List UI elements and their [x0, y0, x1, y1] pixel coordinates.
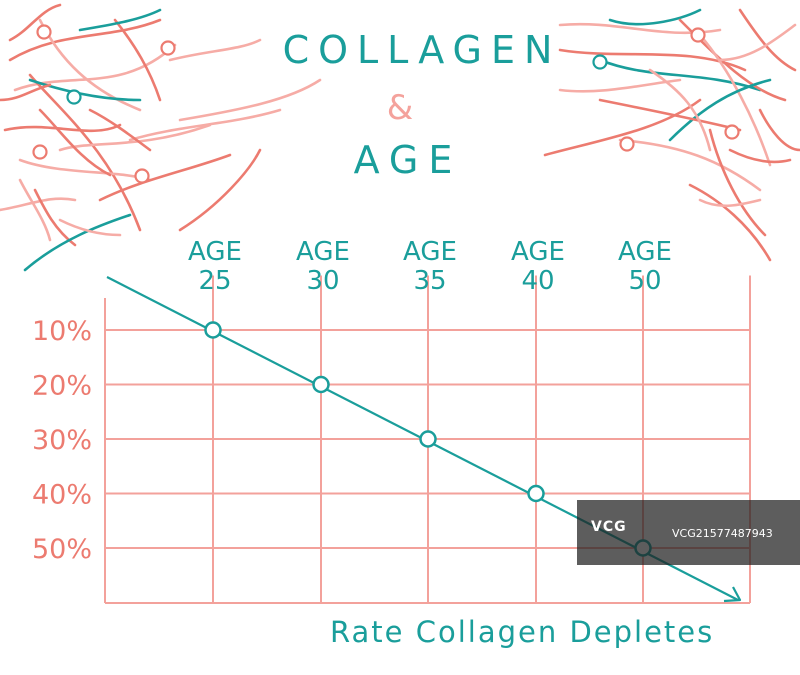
data-point [419, 430, 437, 448]
title-collagen: COLLAGEN [282, 28, 562, 72]
branch [8, 3, 62, 42]
branch-node [36, 24, 52, 40]
x-tick-label-top: AGE [188, 237, 242, 267]
branch [543, 98, 702, 157]
branch [608, 8, 702, 26]
watermark: VCG VCG21577487943 [577, 500, 800, 565]
branch [23, 213, 132, 272]
branch [88, 108, 152, 152]
data-point [527, 484, 545, 503]
watermark-logo: VCG [591, 519, 627, 535]
branch [178, 78, 322, 122]
branch [178, 148, 262, 232]
branch [13, 43, 177, 92]
branch [558, 78, 682, 93]
branch [0, 83, 52, 102]
branch [718, 23, 797, 62]
branch-node [619, 136, 635, 152]
branch [618, 138, 762, 192]
y-tick-label: 50% [32, 534, 92, 565]
x-tick-label-bottom: 35 [413, 266, 446, 296]
x-tick-label-top: AGE [296, 237, 350, 267]
branch [168, 38, 262, 62]
branch [113, 18, 162, 102]
branch-node [724, 124, 740, 140]
y-tick-label: 30% [32, 425, 92, 456]
x-tick-label-bottom: 25 [198, 266, 231, 296]
branch [668, 78, 772, 142]
branch [738, 8, 797, 72]
x-tick-label-bottom: 30 [306, 266, 339, 296]
branch [698, 33, 772, 167]
title-age: AGE [353, 138, 463, 182]
branch-node [134, 168, 150, 184]
y-tick-label: 40% [32, 480, 92, 511]
branch-node [160, 40, 176, 56]
branch [598, 58, 762, 92]
branch [758, 108, 800, 152]
branch-node [32, 144, 48, 160]
chart-caption: Rate Collagen Depletes [330, 615, 715, 649]
branch-node [592, 54, 608, 70]
branch [38, 108, 112, 177]
branch [8, 18, 162, 62]
branch-node [690, 27, 706, 43]
trend-arrowhead [723, 586, 742, 603]
x-tick-label-top: AGE [511, 237, 565, 267]
branch [28, 78, 142, 102]
branch [18, 178, 52, 242]
x-tick-label-bottom: 40 [521, 266, 554, 296]
data-point [204, 321, 222, 339]
x-tick-label-top: AGE [403, 237, 457, 267]
branch [128, 108, 282, 142]
branch [3, 123, 122, 133]
x-tick-label-bottom: 50 [628, 266, 661, 296]
watermark-id: VCG21577487943 [672, 527, 773, 540]
branch [648, 68, 712, 152]
y-tick-label: 10% [32, 316, 92, 347]
branch [598, 98, 742, 132]
branch [58, 218, 122, 237]
y-tick-label: 20% [32, 371, 92, 402]
x-tick-label-top: AGE [618, 237, 672, 267]
branch [98, 153, 232, 202]
branch [58, 123, 212, 152]
title-ampersand: & [386, 88, 414, 128]
branch [728, 148, 792, 164]
data-point [312, 375, 330, 394]
branch [688, 183, 772, 262]
branch [698, 198, 762, 208]
branch-node [66, 89, 82, 105]
branch [708, 128, 767, 237]
branch [78, 8, 162, 32]
